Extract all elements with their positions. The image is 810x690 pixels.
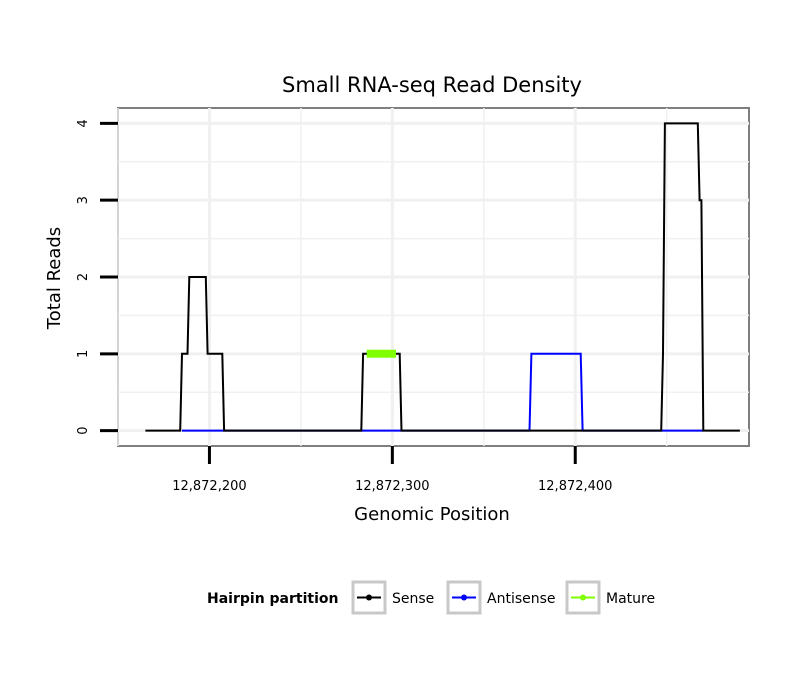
legend-point-antisense	[461, 594, 467, 601]
x-axis-label: Genomic Position	[354, 504, 510, 525]
legend-item-antisense: Antisense	[446, 580, 556, 615]
legend-point-mature	[580, 594, 586, 601]
y-tick-label: 0	[76, 426, 91, 434]
legend-point-sense	[366, 594, 372, 601]
legend-item-sense: Sense	[351, 580, 434, 615]
y-tick-label: 1	[76, 350, 91, 358]
y-tick-label: 3	[76, 196, 91, 204]
legend-item-mature: Mature	[565, 580, 655, 615]
legend-label-mature: Mature	[606, 591, 655, 607]
y-tick-label: 2	[76, 273, 91, 281]
legend-title: Hairpin partition	[207, 591, 338, 607]
y-tick-label: 4	[76, 119, 91, 127]
legend: Hairpin partition Sense Antisense Mature	[207, 580, 655, 615]
series-line-sense	[145, 122, 740, 432]
legend-label-sense: Sense	[392, 591, 434, 607]
y-axis: 0 1 2 3 4	[76, 119, 118, 435]
series-layer	[145, 122, 740, 432]
x-tick-label: 12,872,400	[538, 479, 612, 494]
legend-label-antisense: Antisense	[487, 591, 556, 607]
x-tick-label: 12,872,300	[355, 479, 429, 494]
chart-title: Small RNA-seq Read Density	[282, 73, 582, 97]
y-axis-label: Total Reads	[44, 227, 65, 330]
x-axis: 12,872,200 12,872,300 12,872,400	[172, 446, 612, 494]
x-tick-label: 12,872,200	[172, 479, 246, 494]
